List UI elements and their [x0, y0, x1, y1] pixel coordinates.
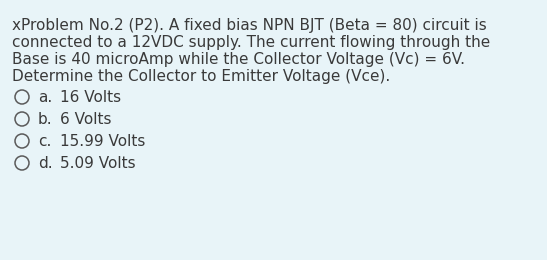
Text: connected to a 12VDC supply. The current flowing through the: connected to a 12VDC supply. The current… — [12, 35, 490, 50]
Text: c.: c. — [38, 133, 51, 148]
Text: d.: d. — [38, 155, 53, 171]
Text: 15.99 Volts: 15.99 Volts — [60, 133, 146, 148]
Text: 16 Volts: 16 Volts — [60, 89, 121, 105]
Text: b.: b. — [38, 112, 53, 127]
Text: 6 Volts: 6 Volts — [60, 112, 112, 127]
Text: Determine the Collector to Emitter Voltage (Vce).: Determine the Collector to Emitter Volta… — [12, 69, 390, 84]
Text: Base is 40 microAmp while the Collector Voltage (Vc) = 6V.: Base is 40 microAmp while the Collector … — [12, 52, 465, 67]
Text: xProblem No.2 (P2). A fixed bias NPN BJT (Beta = 80) circuit is: xProblem No.2 (P2). A fixed bias NPN BJT… — [12, 18, 487, 33]
Text: a.: a. — [38, 89, 53, 105]
Text: 5.09 Volts: 5.09 Volts — [60, 155, 136, 171]
